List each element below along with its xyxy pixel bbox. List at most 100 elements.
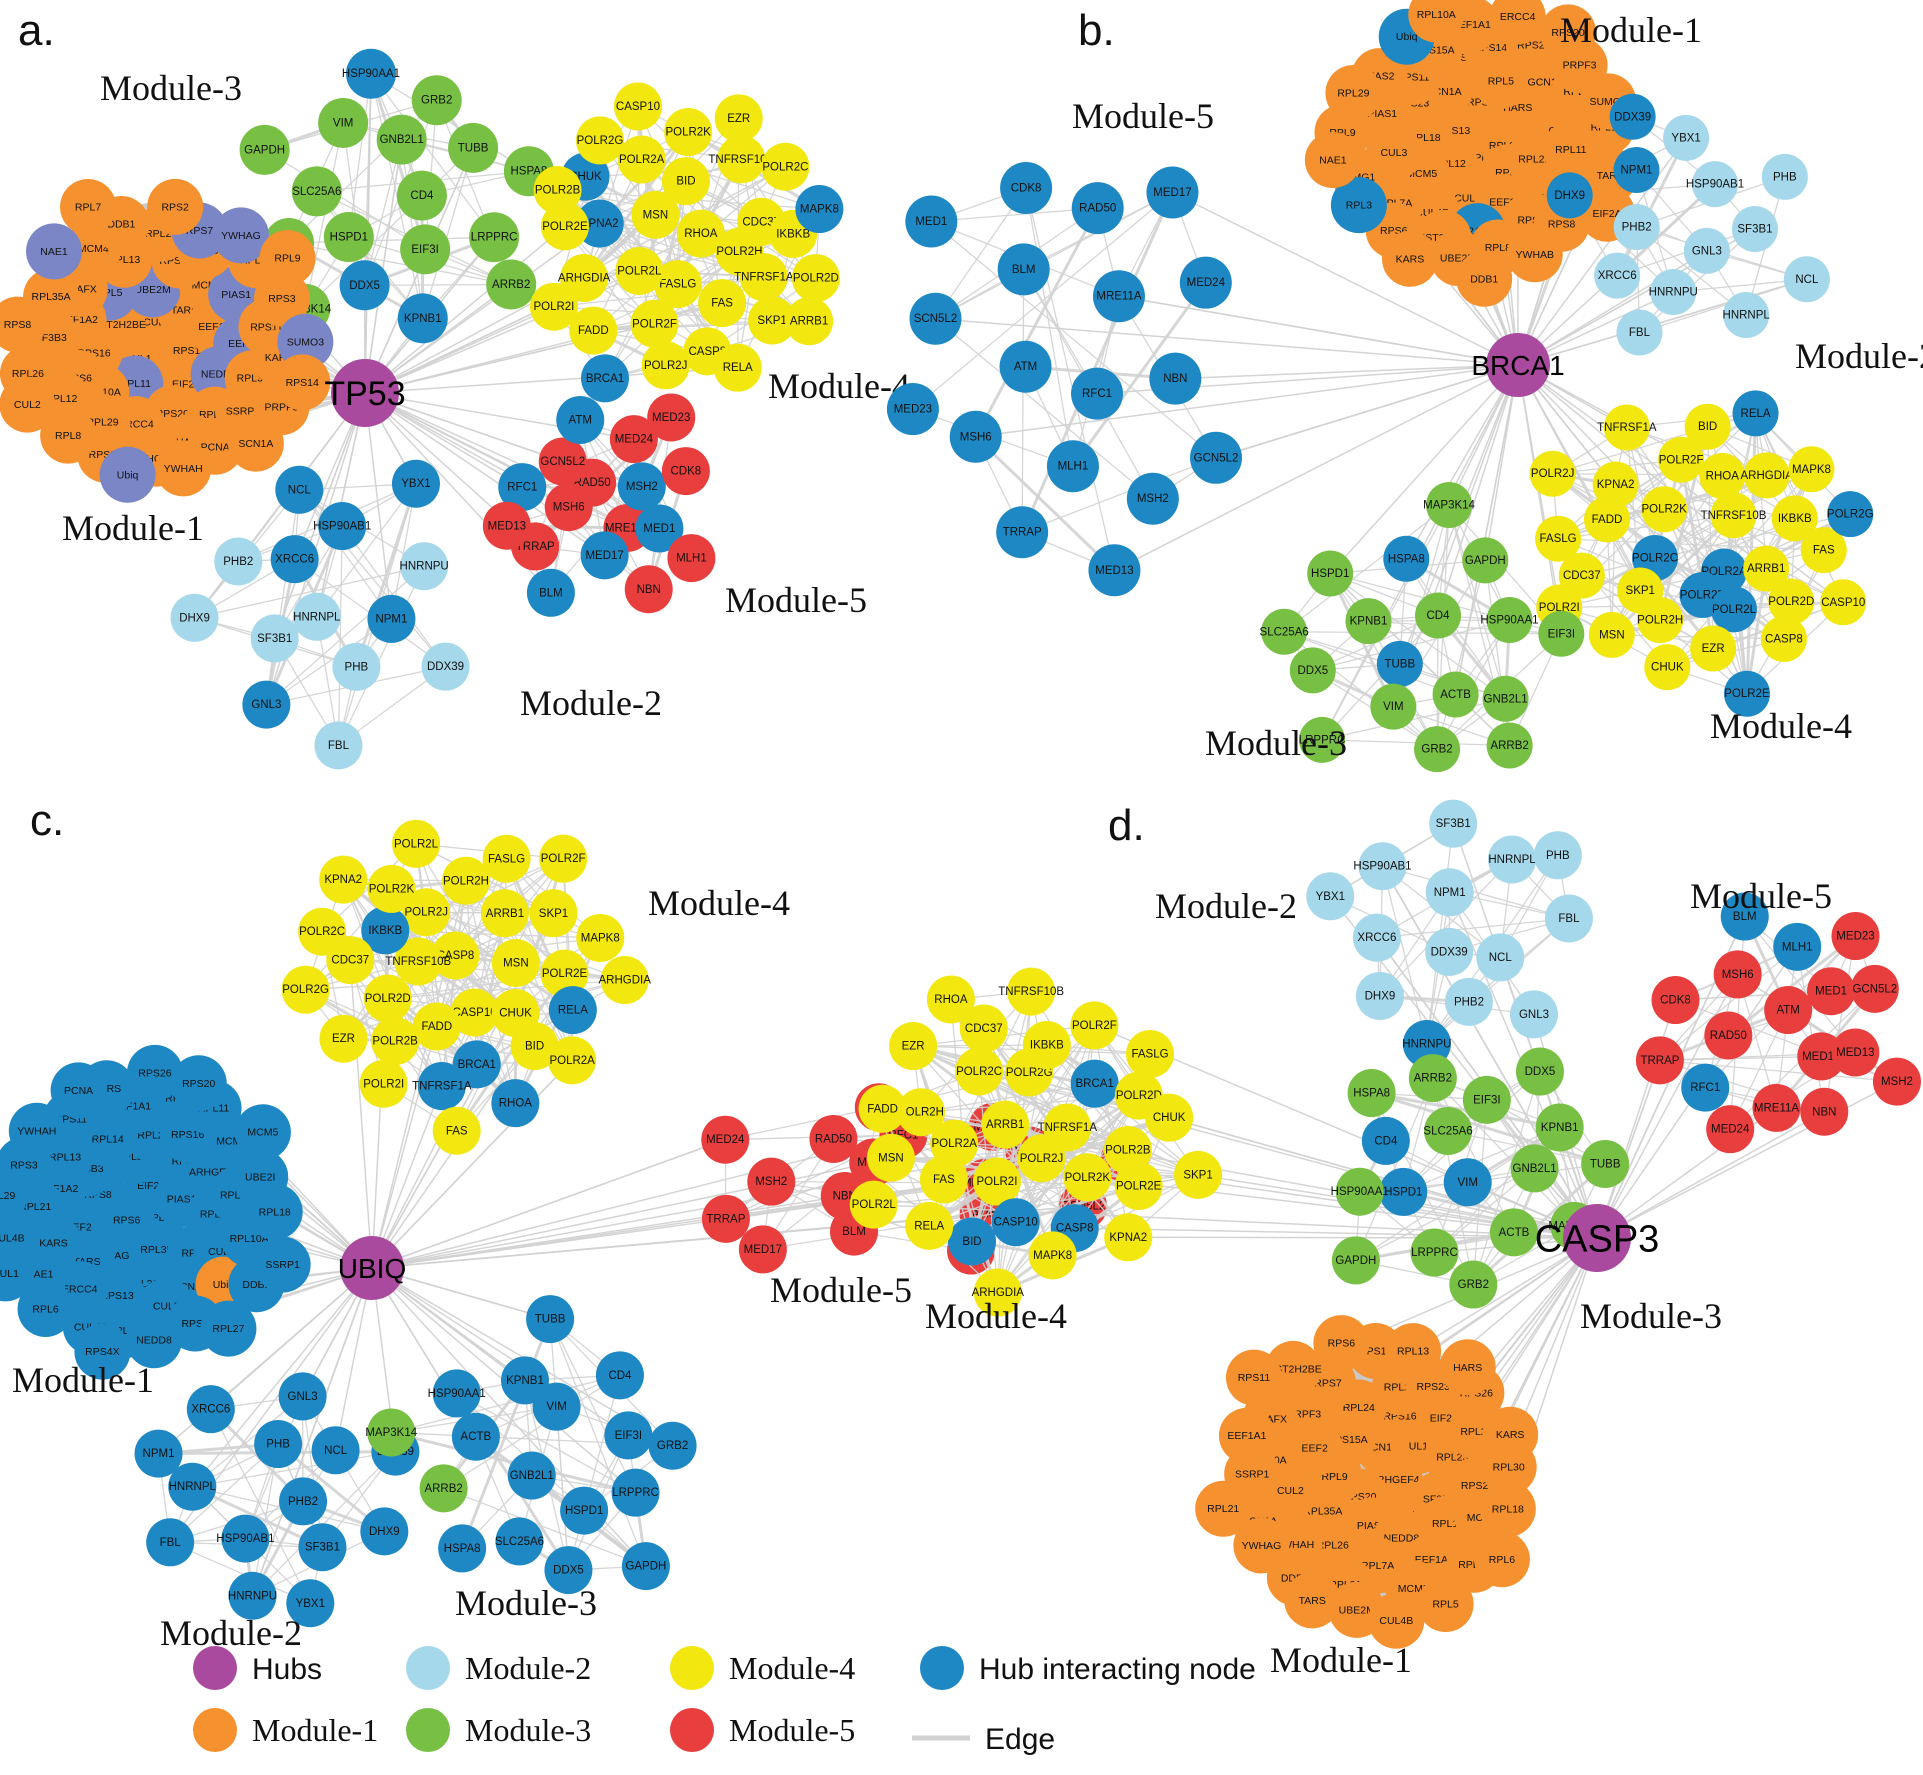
node-label: HNRNPU [228,1590,277,1602]
node-label: LRPPRC [1299,734,1346,746]
node-label: CD4 [608,1370,632,1382]
node-label: HSPD1 [565,1505,603,1517]
edge [348,73,372,238]
node-label: MAP3K14 [365,1427,417,1439]
node [1299,716,1346,763]
node [701,1194,750,1243]
node [234,1104,291,1161]
node-label: FAS [446,1125,468,1137]
node [661,447,710,496]
node [291,166,342,217]
node-label: VIM [333,117,353,129]
node [858,1084,907,1133]
node [1800,1087,1849,1136]
module-label: Module-5 [1690,876,1832,916]
node [319,855,368,904]
node-label: HSP90AB1 [216,1533,274,1545]
hub-edge [1172,191,1519,366]
node [739,253,788,302]
node-label: ATM [1776,1005,1799,1017]
node [0,376,56,433]
node [1313,1315,1370,1372]
edge [1823,935,1857,1112]
node [544,483,593,532]
node-label: HSP90AA1 [1480,615,1538,627]
hub-edge [1118,295,1519,366]
edge [456,1392,636,1494]
node-label: MED13 [488,520,526,532]
node-label: PHB2 [223,556,253,568]
node-label: POLR2B [1105,1145,1151,1157]
node [1743,452,1790,499]
module-label: Module-3 [455,1583,597,1623]
node-label: PCNA [201,441,230,453]
node-label: SSRP1 [1235,1469,1270,1481]
node-label: POLR2G [1827,509,1874,521]
node [1706,1105,1755,1154]
node-label: CDC37 [742,216,780,228]
node [1538,610,1585,657]
node-label: HNRNPU [1402,1038,1451,1050]
node [1732,390,1779,437]
hub-edge [1381,865,1598,1239]
node-label: CDC37 [965,1023,1003,1035]
node [1723,670,1770,717]
node [498,463,547,512]
node [1635,1036,1684,1085]
node [1429,799,1478,848]
node-label: RPS8 [1548,218,1576,230]
edge [912,1044,1129,1152]
node-label: MED23 [652,412,690,424]
node [345,48,396,99]
node [1540,4,1597,61]
node [332,642,381,691]
edge [304,122,344,309]
node [168,1462,217,1511]
node [1690,625,1737,672]
node-label: TNFRSF10B [1701,510,1767,522]
edge [1744,916,1856,1053]
node-label: MAPK8 [1033,1250,1072,1262]
node [1190,431,1243,484]
node-label: CUL1 [0,1268,19,1280]
node-label: CHUK [1651,662,1684,674]
node [653,260,702,309]
node-label: TNFRSF1A [1597,422,1657,434]
node-label: YBX1 [1671,132,1700,144]
node-label: POLR2K [665,127,711,139]
node-label: NBN [1163,373,1187,385]
edge [288,242,512,286]
node-label: RPS2 [1461,1480,1489,1492]
node [1444,977,1493,1026]
node [556,395,605,444]
node-label: BID [525,1041,544,1053]
node [1331,1236,1380,1285]
node-label: GNL3 [251,699,281,711]
node-label: POLR2J [644,360,687,372]
node [318,502,367,551]
node-label: DDB1 [1470,273,1498,285]
node [1831,912,1880,961]
node-label: PIAS1 [221,289,251,301]
node-label: CUL2 [1277,1485,1304,1497]
node-label: CDK8 [1660,995,1691,1007]
node [1720,892,1769,941]
edge [316,483,417,618]
node-label: TNFRSF1A [734,272,794,284]
node-label: VIM [1457,1177,1477,1189]
node-label: SKP1 [757,315,786,327]
node-label: SKP1 [539,908,568,920]
node-label: GNL3 [288,1391,318,1403]
node-label: EIF3I [1548,628,1575,640]
node-label: CUL2 [14,399,41,411]
node-label: FBL [1629,327,1651,339]
node-label: RPL9 [1321,1471,1347,1483]
edge [1659,1059,1898,1083]
node [540,202,589,251]
module-label: Module-2 [1155,886,1297,926]
node-label: RPL6 [1489,1554,1515,1566]
edge [422,147,474,319]
node-label: Ubiq [1396,31,1418,43]
node-label: MED17 [1153,187,1191,199]
